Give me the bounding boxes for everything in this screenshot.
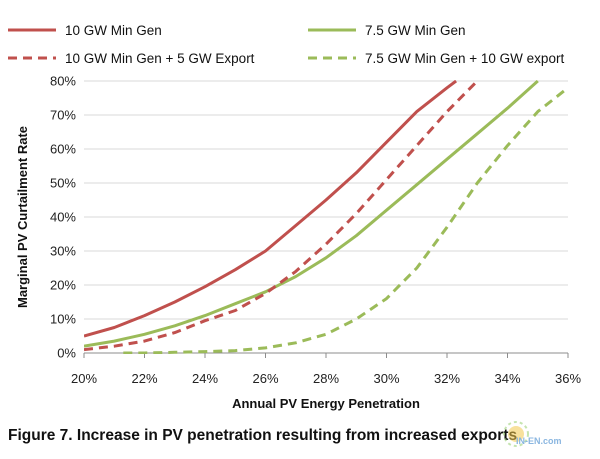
series-line-4 [123,86,568,354]
legend-label-4: 7.5 GW Min Gen + 10 GW export [365,51,564,66]
x-tick-label: 28% [313,371,339,386]
y-tick-label: 10% [50,312,76,327]
series-line-2 [84,80,539,348]
y-tick-label: 40% [50,210,76,225]
series-line-1 [84,80,457,338]
series-lines [84,80,568,354]
y-tick-label: 50% [50,176,76,191]
x-tick-label: 22% [131,371,157,386]
y-tick-label: 80% [50,74,76,89]
watermark-text: IN-EN.com [516,436,562,446]
grid-lines [84,80,568,320]
figure-caption: Figure 7. Increase in PV penetration res… [8,427,518,444]
x-tick-label: 32% [434,371,460,386]
x-axis-title: Annual PV Energy Penetration [232,396,420,411]
legend: 10 GW Min Gen 7.5 GW Min Gen 10 GW Min Gen… [8,23,564,66]
watermark-logo: IN-EN.com [498,416,598,456]
x-tick-label: 36% [555,371,581,386]
y-tick-label: 20% [50,278,76,293]
y-tick-label: 0% [57,346,76,361]
legend-label-3: 10 GW Min Gen + 5 GW Export [65,51,255,66]
y-tick-label: 60% [50,142,76,157]
series-line-3 [84,80,479,352]
legend-label-2: 7.5 GW Min Gen [365,23,466,38]
x-tick-label: 20% [71,371,97,386]
y-tick-label: 70% [50,108,76,123]
y-tick-label: 30% [50,244,76,259]
axes: 0% 10% 20% 30% 40% 50% 60% 70% 80% 20% 22% 24% 26% 28… [50,74,581,387]
x-tick-label: 26% [252,371,278,386]
x-tick-label: 24% [192,371,218,386]
y-axis-title: Marginal PV Curtailment Rate [15,126,30,308]
sun-icon [503,421,529,447]
x-tick-label: 34% [494,371,520,386]
legend-label-1: 10 GW Min Gen [65,23,162,38]
line-chart: 0% 10% 20% 30% 40% 50% 60% 70% 80% 20% 22% 24% 26% 28… [8,23,581,411]
x-tick-label: 30% [373,371,399,386]
